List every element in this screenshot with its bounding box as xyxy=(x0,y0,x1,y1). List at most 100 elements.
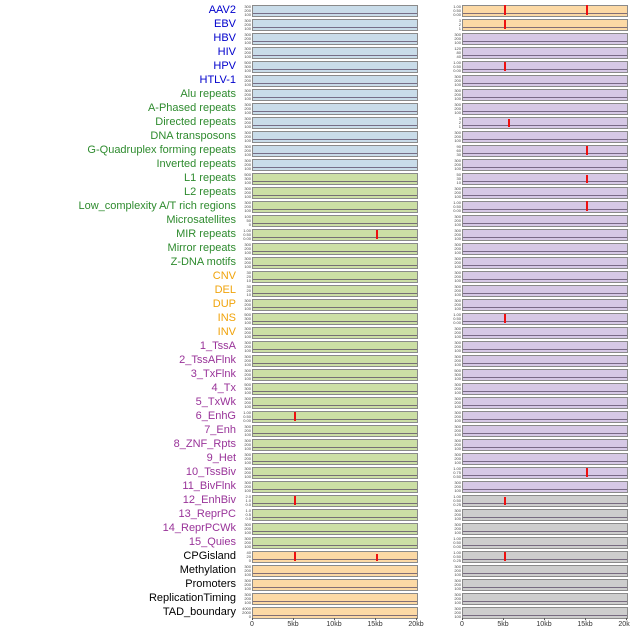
track-label: Z-DNA motifs xyxy=(170,256,236,268)
y-tick-label: 500 xyxy=(244,382,251,387)
track-label: EBV xyxy=(213,18,236,30)
y-tick-label: 4000 xyxy=(242,606,251,611)
y-tick-label: 0.50 xyxy=(453,554,461,559)
x-axis-tickmark xyxy=(462,618,463,620)
right-panel-y-ticks: 1.00 0.50 0.25 xyxy=(447,551,462,563)
y-tick-label: 100 xyxy=(244,306,251,311)
y-tick-label: 300 xyxy=(244,298,251,303)
signal-baseline xyxy=(463,265,627,266)
y-tick-label: 100 xyxy=(244,600,251,605)
y-tick-label: 500 xyxy=(244,60,251,65)
signal-baseline xyxy=(463,181,627,182)
y-tick-label: 200 xyxy=(454,582,461,587)
track-label: 13_ReprPC xyxy=(178,508,236,520)
signal-baseline xyxy=(463,419,627,420)
y-tick-label: 1.00 xyxy=(453,536,461,541)
track-panel-right xyxy=(462,47,628,59)
y-tick-label: 200 xyxy=(454,78,461,83)
y-tick-label: 100 xyxy=(454,404,461,409)
peak-spike xyxy=(504,497,506,505)
track-label: Methylation xyxy=(179,564,236,576)
signal-baseline xyxy=(463,139,627,140)
y-tick-label: 0.50 xyxy=(243,232,251,237)
signal-baseline xyxy=(253,55,417,56)
track-panel-right xyxy=(462,201,628,213)
track-row: CNV 30 20 10 300 200 100 xyxy=(0,270,630,284)
x-axis-tick-label: 20kb xyxy=(618,621,630,628)
y-tick-label: 200 xyxy=(454,484,461,489)
track-panel-right xyxy=(462,229,628,241)
y-tick-label: 100 xyxy=(244,544,251,549)
right-panel-y-ticks: 300 200 100 xyxy=(447,579,462,591)
left-panel-y-ticks: 1.00 0.50 0.00 xyxy=(237,229,252,241)
right-panel-y-ticks: 300 200 100 xyxy=(447,299,462,311)
right-panel-y-ticks: 300 200 100 xyxy=(447,285,462,297)
y-tick-label: 500 xyxy=(244,312,251,317)
y-tick-label: 200 xyxy=(244,596,251,601)
y-tick-label: 100 xyxy=(244,320,251,325)
peak-spike xyxy=(586,468,588,477)
left-panel-y-ticks: 300 200 100 xyxy=(237,5,252,17)
signal-baseline xyxy=(253,335,417,336)
signal-baseline xyxy=(253,139,417,140)
right-panel-y-ticks: 300 200 100 xyxy=(447,159,462,171)
signal-baseline xyxy=(253,419,417,420)
y-tick-label: 0.50 xyxy=(243,414,251,419)
track-row: 1_TssA 300 200 100 300 200 100 xyxy=(0,340,630,354)
y-tick-label: 200 xyxy=(244,8,251,13)
x-axis-tickmark xyxy=(585,618,586,620)
track-panel-left xyxy=(252,481,418,493)
track-panel-right xyxy=(462,299,628,311)
y-tick-label: 30 xyxy=(246,270,251,275)
right-panel-y-ticks: 1.00 0.50 0.25 xyxy=(447,495,462,507)
track-row: 5_TxWk 300 200 100 300 200 100 xyxy=(0,396,630,410)
y-tick-label: 200 xyxy=(244,50,251,55)
y-tick-label: 50 xyxy=(456,172,461,177)
y-tick-label: 300 xyxy=(454,372,461,377)
y-tick-label: 100 xyxy=(244,432,251,437)
left-panel-y-ticks: 40 20 0 xyxy=(237,551,252,563)
track-row: Alu repeats 300 200 100 300 200 100 xyxy=(0,88,630,102)
peak-spike xyxy=(586,5,588,15)
right-panel-y-ticks: 300 200 100 xyxy=(447,131,462,143)
left-panel-y-ticks: 300 200 100 xyxy=(237,89,252,101)
y-tick-label: 200 xyxy=(244,134,251,139)
y-tick-label: 100 xyxy=(244,68,251,73)
track-row: ReplicationTiming 300 200 100 300 200 100 xyxy=(0,592,630,606)
signal-baseline xyxy=(463,503,627,504)
track-label: 1_TssA xyxy=(199,340,236,352)
track-panel-left xyxy=(252,495,418,507)
track-panel-right xyxy=(462,159,628,171)
track-row: AAV2 300 200 100 1.00 0.50 0.00 xyxy=(0,4,630,18)
track-panel-right xyxy=(462,243,628,255)
track-row: 10_TssBiv 300 200 100 1.00 0.75 0.50 xyxy=(0,466,630,480)
y-tick-label: 300 xyxy=(244,452,251,457)
signal-baseline xyxy=(463,363,627,364)
y-tick-label: 300 xyxy=(244,386,251,391)
track-panel-right xyxy=(462,19,628,31)
y-tick-label: 200 xyxy=(454,456,461,461)
x-axis-tick-label: 5kb xyxy=(287,621,299,628)
left-panel-y-ticks: 300 200 100 xyxy=(237,439,252,451)
y-tick-label: 300 xyxy=(454,228,461,233)
track-panel-left xyxy=(252,19,418,31)
track-label: G-Quadruplex forming repeats xyxy=(87,144,236,156)
y-tick-label: 200 xyxy=(454,526,461,531)
y-tick-label: 0.00 xyxy=(453,12,461,17)
track-panel-right xyxy=(462,453,628,465)
right-panel-y-ticks: 300 200 100 xyxy=(447,607,462,619)
signal-baseline xyxy=(253,69,417,70)
signal-baseline xyxy=(253,125,417,126)
y-tick-label: 100 xyxy=(244,390,251,395)
track-panel-right xyxy=(462,145,628,157)
x-axis-tick-label: 20kb xyxy=(408,621,424,628)
signal-baseline xyxy=(253,153,417,154)
y-tick-label: 200 xyxy=(454,596,461,601)
track-label: 2_TssAFlnk xyxy=(179,354,236,366)
track-label: Promoters xyxy=(185,578,236,590)
track-panel-left xyxy=(252,313,418,325)
y-tick-label: 300 xyxy=(454,340,461,345)
left-panel-y-ticks: 500 300 100 xyxy=(237,313,252,325)
left-panel-y-ticks: 300 200 100 xyxy=(237,145,252,157)
y-tick-label: 3 xyxy=(458,116,461,121)
